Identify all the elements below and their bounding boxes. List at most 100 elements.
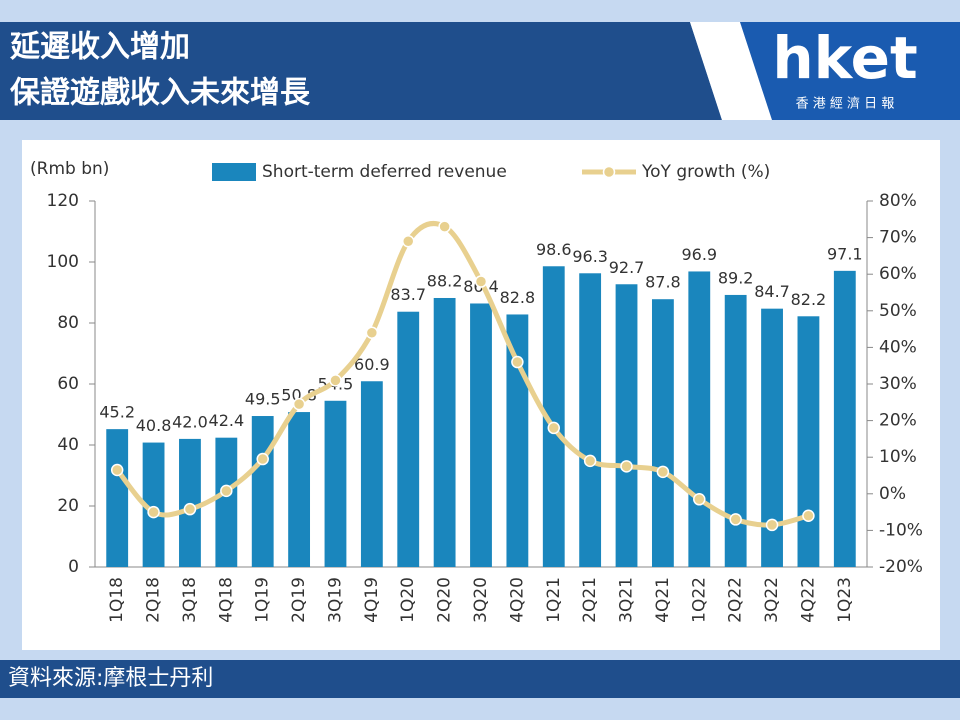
legend-swatch xyxy=(212,163,256,181)
y2-tick-label: 30% xyxy=(879,374,917,394)
y2-tick-label: 10% xyxy=(879,447,917,467)
bar xyxy=(761,308,783,567)
logo: hket xyxy=(772,24,917,92)
header-band xyxy=(0,22,722,120)
bar xyxy=(651,299,674,567)
x-tick-label: 2Q20 xyxy=(435,577,455,623)
line xyxy=(115,221,810,528)
value-label: 83.7 xyxy=(390,285,426,304)
bar xyxy=(833,270,856,567)
y2-tick-label: 80% xyxy=(879,191,917,211)
x-tick-label: 4Q18 xyxy=(216,577,236,623)
bar xyxy=(470,303,492,567)
x-tick-label: 4Q22 xyxy=(798,577,818,623)
line-point xyxy=(220,484,233,498)
legend-label: YoY growth (%) xyxy=(641,162,770,182)
y-tick-label: 20 xyxy=(57,496,79,516)
bar xyxy=(797,316,820,567)
value-label: 45.2 xyxy=(99,403,135,422)
x-tick-label: 1Q18 xyxy=(107,577,127,623)
y-tick-label: 100 xyxy=(47,252,79,272)
x-tick-label: 1Q22 xyxy=(689,577,709,623)
y2-tick-label: -10% xyxy=(879,520,923,540)
title-line: 保證遊戲收入未來增長 xyxy=(10,76,311,111)
value-label: 40.8 xyxy=(136,416,172,435)
x-tick-label: 3Q21 xyxy=(617,577,637,623)
bar xyxy=(360,381,383,567)
x-tick-label: 1Q20 xyxy=(398,577,418,623)
line-point xyxy=(256,452,269,466)
y-tick-label: 40 xyxy=(57,435,79,455)
y2-tick-label: 50% xyxy=(879,301,917,321)
value-label: 42.4 xyxy=(209,411,245,430)
x-tick-label: 4Q19 xyxy=(362,577,382,623)
line-point xyxy=(547,421,561,435)
logo-box xyxy=(740,22,960,120)
value-label: 88.2 xyxy=(427,271,463,290)
value-label: 89.2 xyxy=(718,268,754,287)
x-tick-label: 1Q19 xyxy=(253,577,273,623)
source: 資料來源:摩根士丹利 xyxy=(8,666,213,691)
line-point xyxy=(765,518,779,532)
value-label: 82.2 xyxy=(791,290,827,309)
bar xyxy=(579,273,602,567)
y2-tick-label: 60% xyxy=(879,264,917,284)
y-tick-label: 0 xyxy=(68,557,79,577)
value-label: 96.9 xyxy=(681,245,717,264)
line-point xyxy=(147,505,160,519)
bar xyxy=(397,311,420,567)
value-label: 82.8 xyxy=(500,288,536,307)
y-tick-label: 120 xyxy=(47,191,79,211)
bar xyxy=(506,314,529,567)
y2-tick-label: 0% xyxy=(879,484,906,504)
bar xyxy=(433,297,456,567)
y-axis-label: (Rmb bn) xyxy=(30,159,109,179)
bar xyxy=(542,266,565,567)
x-tick-label: 1Q23 xyxy=(835,577,855,623)
line-point xyxy=(693,493,706,506)
x-tick-label: 1Q21 xyxy=(544,577,564,623)
line-point xyxy=(438,220,451,233)
x-tick-label: 4Q21 xyxy=(653,577,673,623)
value-label: 87.8 xyxy=(645,273,681,292)
value-label: 98.6 xyxy=(536,240,572,259)
value-label: 96.3 xyxy=(572,247,608,266)
x-tick-label: 2Q22 xyxy=(726,577,746,623)
x-tick-label: 3Q19 xyxy=(325,577,345,623)
x-tick-label: 4Q20 xyxy=(507,577,527,623)
line-point xyxy=(401,235,415,248)
line-point xyxy=(110,463,124,477)
bar xyxy=(106,429,129,567)
y2-tick-label: 70% xyxy=(879,228,917,248)
logo-subtitle: 香 港 經 濟 日 報 xyxy=(796,96,895,112)
line-point xyxy=(183,502,197,516)
line-point xyxy=(292,397,306,411)
bar xyxy=(251,416,274,567)
line-point xyxy=(365,326,379,340)
bar xyxy=(142,442,165,567)
line-point xyxy=(656,465,670,479)
line-point xyxy=(329,374,342,387)
line-point xyxy=(583,454,597,468)
value-label: 49.5 xyxy=(245,390,281,409)
line-point xyxy=(802,509,815,523)
value-label: 92.7 xyxy=(609,258,645,277)
x-tick-label: 2Q21 xyxy=(580,577,600,623)
x-tick-label: 2Q18 xyxy=(144,577,164,623)
line-point xyxy=(729,513,742,526)
bar xyxy=(215,437,238,567)
value-label: 97.1 xyxy=(827,244,863,263)
line-point xyxy=(620,460,633,473)
y2-tick-label: 40% xyxy=(879,337,917,357)
value-label: 42.0 xyxy=(172,412,208,431)
y-tick-label: 80 xyxy=(57,313,79,333)
source-band xyxy=(0,660,960,698)
legend-swatch xyxy=(602,165,616,179)
y-tick-label: 60 xyxy=(57,374,79,394)
header-stripe xyxy=(690,22,772,120)
line-point xyxy=(474,275,488,288)
bar xyxy=(615,284,638,567)
value-label: 60.9 xyxy=(354,355,390,374)
y2-tick-label: 20% xyxy=(879,411,917,431)
bar xyxy=(324,400,347,567)
